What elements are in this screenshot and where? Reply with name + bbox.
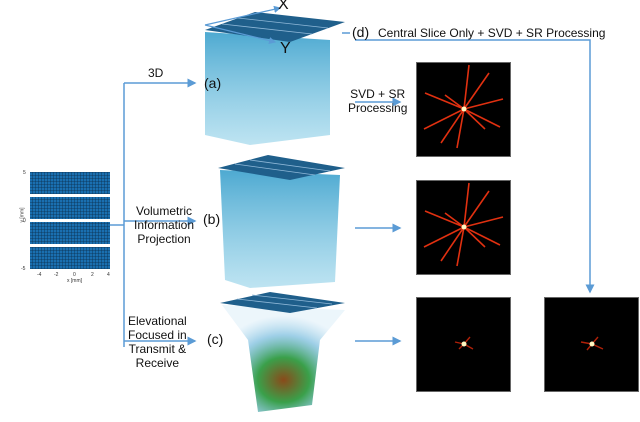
sr-image-a <box>416 62 511 157</box>
sr-starburst-b <box>423 182 504 267</box>
panel-tag-c: (c) <box>207 331 224 347</box>
volume-3d-c <box>220 292 345 412</box>
x-axis-label: x [mm] <box>67 278 82 284</box>
array-grid-graphic <box>30 172 110 269</box>
y-axis-3d-label: Y <box>280 40 291 57</box>
xtick: 0 <box>73 272 76 278</box>
label-svd-sr: SVD + SR Processing <box>348 87 408 115</box>
xtick: -4 <box>37 272 42 278</box>
panel-tag-d: (d) <box>352 24 370 40</box>
label-3d: 3D <box>148 66 164 80</box>
ytick: 0 <box>23 218 26 224</box>
volume-3d-a <box>204 5 345 145</box>
sr-focal-c <box>454 336 474 350</box>
ytick: -5 <box>21 266 26 272</box>
sr-focal-d <box>580 336 604 351</box>
volume-3d-b <box>218 155 345 288</box>
sr-image-c <box>416 297 511 392</box>
sr-starburst-a <box>423 64 504 149</box>
label-volumetric-projection: Volumetric Information Projection <box>134 204 195 246</box>
sr-image-d <box>544 297 639 392</box>
array-layout-plot: 5 0 -5 y [mm] -4 -2 0 2 4 x [mm] <box>15 170 110 284</box>
xtick: -2 <box>54 272 59 278</box>
ytick: 5 <box>23 170 26 176</box>
xtick: 4 <box>107 272 110 278</box>
label-elevational-focused: Elevational Focused in Transmit & Receiv… <box>128 314 187 370</box>
panel-tag-b: (b) <box>203 211 221 227</box>
panel-tag-a: (a) <box>204 75 222 91</box>
sr-image-b <box>416 180 511 275</box>
label-central-slice: Central Slice Only + SVD + SR Processing <box>378 26 606 40</box>
x-axis-3d-label: X <box>278 0 289 13</box>
xtick: 2 <box>91 272 94 278</box>
